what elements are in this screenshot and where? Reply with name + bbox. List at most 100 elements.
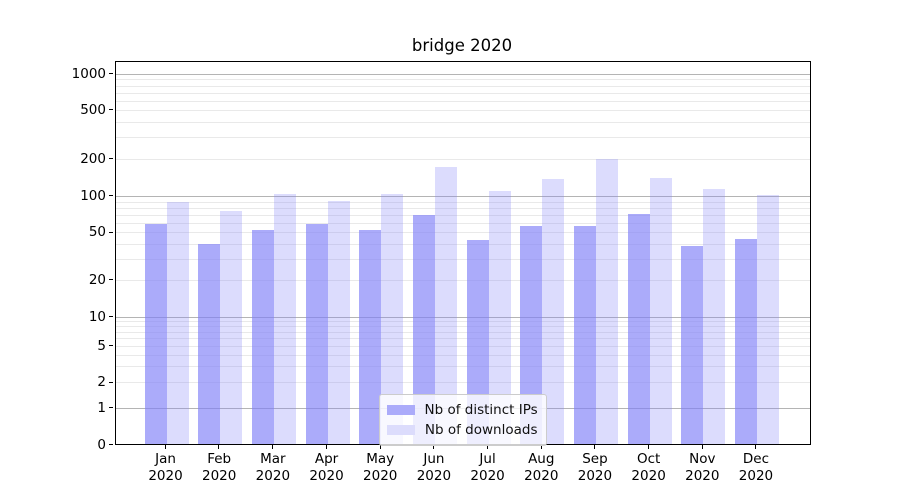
y-tick-mark-50 <box>109 231 113 233</box>
bar-distinct-ips-jul <box>466 240 489 444</box>
bar-downloads-dec <box>756 195 779 444</box>
y-tick-label-200: 200 <box>80 151 106 167</box>
gridline-minor-700 <box>115 92 810 94</box>
y-tick-mark-5 <box>109 345 113 347</box>
x-tick-label-apr: Apr 2020 <box>309 451 344 484</box>
gridline-minor-20 <box>115 280 810 281</box>
bar-downloads-jul <box>488 191 511 444</box>
y-tick-label-5: 5 <box>97 337 106 354</box>
legend-label-downloads: Nb of downloads <box>424 421 538 438</box>
gridline-minor-5 <box>115 345 810 347</box>
bar-downloads-may <box>381 193 404 444</box>
y-tick-label-1000: 1000 <box>71 65 106 82</box>
x-tick-mark-feb <box>218 445 220 449</box>
x-tick-label-sep: Sep 2020 <box>577 451 613 484</box>
gridline-minor-3 <box>115 366 810 368</box>
y-tick-mark-1000 <box>109 73 113 75</box>
x-tick-mark-oct <box>647 445 649 449</box>
bar-downloads-feb <box>220 210 243 444</box>
legend-swatch-downloads <box>386 424 415 435</box>
x-tick-label-jul: Jul 2020 <box>470 451 505 484</box>
y-tick-label-500: 500 <box>80 101 106 118</box>
gridline-minor-600 <box>115 100 810 102</box>
gridline-minor-7 <box>115 331 810 333</box>
gridline-minor-2 <box>115 382 810 384</box>
x-tick-mark-may <box>379 445 381 449</box>
y-tick-mark-1 <box>109 407 113 409</box>
gridline-minor-900 <box>115 79 810 81</box>
gridline-minor-400 <box>115 121 810 123</box>
x-tick-label-jun: Jun 2020 <box>416 451 452 484</box>
x-tick-label-mar: Mar 2020 <box>255 451 291 484</box>
x-tick-label-oct: Oct 2020 <box>631 451 666 484</box>
gridline-minor-200 <box>115 159 810 160</box>
legend-swatch-distinct-ips <box>386 404 415 415</box>
gridline-minor-8 <box>115 326 810 328</box>
gridline-minor-30 <box>115 258 810 260</box>
bar-distinct-ips-aug <box>520 226 543 444</box>
x-tick-label-nov: Nov 2020 <box>685 451 720 484</box>
gridline-major-1000 <box>115 73 810 75</box>
bar-distinct-ips-nov <box>681 245 704 444</box>
y-tick-label-10: 10 <box>88 308 106 325</box>
x-tick-mark-nov <box>701 445 703 449</box>
gridline-minor-500 <box>115 109 810 111</box>
chart-title: bridge 2020 <box>411 36 513 55</box>
x-tick-mark-mar <box>272 445 274 449</box>
legend: Nb of distinct IPs Nb of downloads <box>378 393 547 446</box>
y-tick-label-0: 0 <box>97 437 106 453</box>
bar-downloads-oct <box>649 177 672 444</box>
x-tick-mark-dec <box>755 445 757 449</box>
bar-downloads-jun <box>434 166 457 444</box>
gridline-minor-6 <box>115 338 810 340</box>
gridline-minor-40 <box>115 243 810 245</box>
y-tick-mark-500 <box>109 109 113 111</box>
bar-downloads-nov <box>703 188 726 444</box>
gridline-major-10 <box>115 316 810 318</box>
gridline-minor-300 <box>115 137 810 139</box>
bar-distinct-ips-feb <box>198 244 221 444</box>
y-tick-label-20: 20 <box>88 272 106 288</box>
x-tick-label-may: May 2020 <box>363 451 398 484</box>
bar-distinct-ips-jan <box>144 224 167 444</box>
x-tick-mark-jun <box>433 445 435 449</box>
bar-downloads-mar <box>273 194 296 444</box>
gridline-minor-4 <box>115 354 810 356</box>
x-tick-label-jan: Jan 2020 <box>148 451 183 484</box>
bar-downloads-apr <box>327 200 350 444</box>
gridline-minor-50 <box>115 232 810 234</box>
y-tick-mark-10 <box>109 316 113 318</box>
bar-distinct-ips-sep <box>573 226 596 444</box>
x-tick-mark-jan <box>164 445 166 449</box>
x-tick-label-feb: Feb 2020 <box>201 451 237 484</box>
y-tick-mark-2 <box>109 381 113 383</box>
bar-distinct-ips-jun <box>412 215 435 444</box>
x-tick-mark-apr <box>325 445 327 449</box>
gridline-major-100 <box>115 195 810 197</box>
y-tick-mark-100 <box>109 195 113 197</box>
plot-area: Nb of distinct IPs Nb of downloads <box>114 60 811 446</box>
bar-downloads-jan <box>166 201 189 444</box>
x-tick-label-dec: Dec 2020 <box>738 451 774 484</box>
bar-distinct-ips-may <box>359 230 382 444</box>
bar-distinct-ips-oct <box>627 213 650 444</box>
gridline-minor-9 <box>115 321 810 323</box>
legend-row-distinct-ips: Nb of distinct IPs <box>386 400 538 420</box>
y-tick-label-50: 50 <box>88 224 106 241</box>
legend-row-downloads: Nb of downloads <box>386 420 538 440</box>
y-tick-label-2: 2 <box>97 374 106 391</box>
y-tick-mark-0 <box>109 444 113 446</box>
x-tick-label-aug: Aug 2020 <box>524 451 559 484</box>
bar-downloads-sep <box>595 158 618 444</box>
gridline-minor-90 <box>115 201 810 203</box>
y-tick-mark-20 <box>109 279 113 281</box>
x-tick-mark-aug <box>540 445 542 449</box>
x-tick-mark-jul <box>486 445 488 449</box>
y-tick-label-100: 100 <box>80 187 106 204</box>
legend-label-distinct-ips: Nb of distinct IPs <box>424 401 538 418</box>
bar-distinct-ips-mar <box>251 230 274 444</box>
gridline-minor-70 <box>115 214 810 216</box>
bar-distinct-ips-dec <box>734 239 757 444</box>
bar-distinct-ips-apr <box>305 224 328 444</box>
